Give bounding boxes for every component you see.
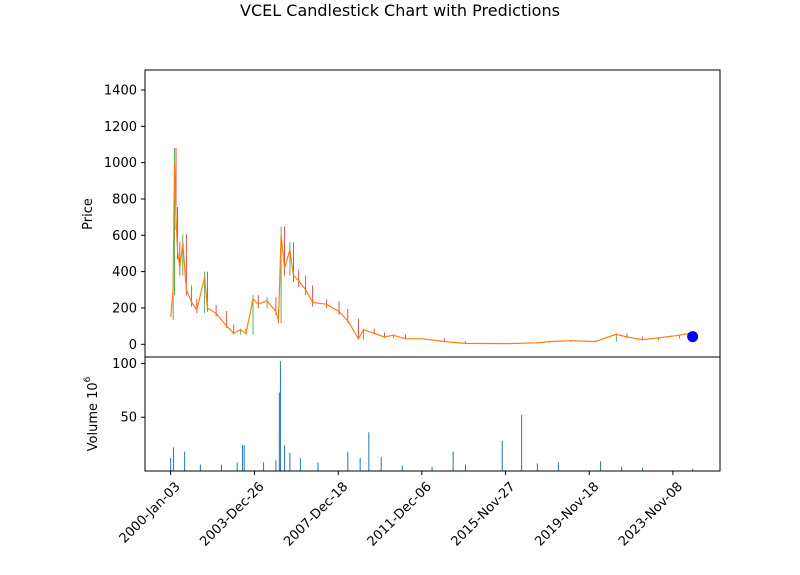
price-y-tick-label: 0: [129, 338, 137, 353]
x-tick-label: 2007-Dec-18: [281, 479, 351, 549]
chart-title: VCEL Candlestick Chart with Predictions: [240, 1, 560, 20]
price-y-tick-label: 1000: [104, 156, 137, 171]
price-y-tick-label: 600: [112, 229, 137, 244]
prediction-point: [687, 331, 699, 343]
volume-y-axis-label-text: Volume 10: [86, 382, 101, 451]
price-y-tick-label: 200: [112, 301, 137, 316]
x-tick-label: 2023-Nov-08: [616, 479, 686, 549]
volume-y-axis-label: Volume 106: [83, 376, 101, 451]
price-y-tick-label: 1400: [104, 83, 137, 98]
x-tick-label: 2019-Nov-18: [532, 479, 602, 549]
x-axis-ticks: 2000-Jan-03 2003-Dec-26 2007-Dec-18 2011-De…: [117, 471, 686, 550]
volume-bars: [170, 361, 694, 471]
volume-panel: 50 100 Volume 106: [83, 356, 721, 472]
price-y-tick-label: 800: [112, 192, 137, 207]
x-tick-label: 2003-Dec-26: [197, 479, 267, 549]
x-tick-label: 2011-Dec-06: [365, 479, 435, 549]
volume-plot-frame: [144, 356, 721, 472]
volume-y-ticks: 50 100: [112, 357, 145, 426]
x-tick-label: 2000-Jan-03: [117, 479, 184, 546]
price-panel: 0 200 400 600 800 1000 1200 1400 Price: [81, 69, 721, 358]
price-y-tick-label: 400: [112, 265, 137, 280]
price-y-tick-label: 1200: [104, 120, 137, 135]
volume-y-axis-exponent: 6: [83, 376, 93, 382]
price-y-axis-label: Price: [81, 198, 96, 230]
price-plot-area: [145, 70, 720, 357]
price-y-ticks: 0 200 400 600 800 1000 1200 1400: [104, 83, 145, 353]
volume-y-tick-label: 100: [112, 357, 137, 372]
x-tick-label: 2015-Nov-27: [449, 479, 519, 549]
volume-plot-area: [145, 357, 720, 471]
price-marks: [170, 162, 699, 345]
close-price-line: [170, 162, 691, 345]
volume-y-tick-label: 50: [120, 411, 137, 426]
